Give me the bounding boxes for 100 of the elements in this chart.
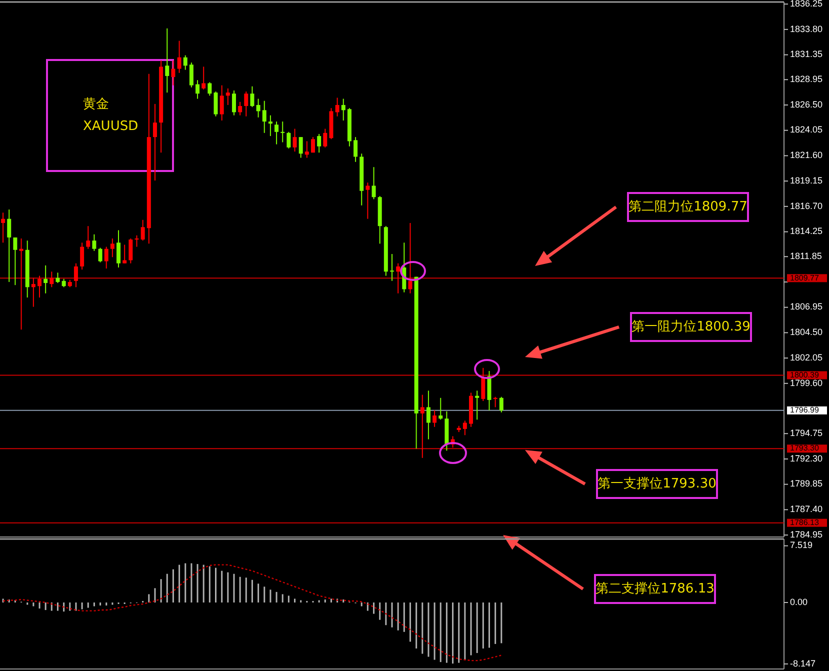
- annotation: 第一阻力位1800.39: [632, 320, 750, 335]
- candlestick: [214, 91, 218, 117]
- candlestick: [1, 212, 6, 244]
- ref-line-label: 1796.99: [790, 406, 820, 415]
- ref-line-label: 1786.13: [790, 518, 820, 527]
- y-tick-label: 1802.05: [790, 352, 823, 362]
- candlestick: [323, 128, 328, 148]
- y-tick-label: 1826.50: [790, 99, 823, 110]
- candlestick: [262, 100, 266, 134]
- y-tick-label: 1811.85: [790, 250, 822, 261]
- candlestick: [462, 420, 467, 436]
- candlestick: [177, 40, 182, 74]
- candlestick: [110, 238, 114, 258]
- annotation: 黄金: [83, 97, 109, 112]
- candlestick: [104, 246, 108, 270]
- candlestick: [286, 131, 291, 149]
- y-tick-label: 1789.85: [790, 478, 823, 489]
- candlestick: [475, 390, 480, 420]
- candlestick: [274, 121, 279, 145]
- candlestick: [335, 97, 340, 117]
- candlestick: [244, 91, 248, 117]
- candlestick: [171, 60, 176, 86]
- candlestick: [31, 277, 36, 308]
- y-tick-label: 1799.60: [790, 378, 823, 388]
- candlestick: [317, 133, 322, 154]
- y-tick-label: 1804.50: [790, 327, 823, 338]
- candlestick: [280, 121, 285, 143]
- candlestick: [13, 236, 18, 286]
- y-tick-label: 1787.40: [790, 504, 823, 514]
- y-tick-label: 1833.80: [790, 24, 823, 34]
- candlestick: [80, 242, 84, 270]
- y-tick-label: 1821.60: [790, 150, 823, 160]
- candlestick: [408, 222, 412, 294]
- y-tick-label: 1836.25: [790, 0, 823, 8]
- candlestick: [250, 86, 254, 108]
- candlestick: [238, 101, 242, 116]
- candlestick: [7, 209, 12, 282]
- candlestick: [38, 275, 42, 298]
- candlestick: [304, 140, 309, 158]
- y-tick-label: 0.00: [790, 596, 808, 607]
- annotation: XAUUSD: [83, 119, 138, 134]
- candlestick: [426, 390, 430, 440]
- annotation: 第一支撑位1793.30: [598, 476, 716, 492]
- candlestick: [268, 114, 272, 137]
- candlestick: [487, 370, 492, 411]
- candlestick: [183, 54, 188, 70]
- candlestick: [44, 264, 48, 294]
- candlestick: [202, 66, 206, 90]
- candlestick: [152, 103, 157, 182]
- y-tick-label: 1806.95: [790, 302, 823, 312]
- candlestick: [226, 88, 230, 106]
- y-tick-label: 1828.95: [790, 74, 823, 84]
- candlestick: [116, 230, 121, 268]
- candlestick: [86, 226, 90, 250]
- candlestick: [122, 244, 127, 264]
- candlestick: [232, 90, 236, 116]
- candlestick: [396, 262, 400, 294]
- y-tick-label: 1814.25: [790, 226, 823, 236]
- annotation: 第二支撑位1786.13: [596, 582, 714, 597]
- annotation: 第二阻力位1809.77: [628, 200, 748, 215]
- candlestick: [298, 136, 303, 158]
- candlestick: [189, 62, 194, 88]
- candlestick: [140, 219, 145, 242]
- candlestick: [493, 396, 498, 408]
- candlestick: [98, 247, 102, 263]
- candlestick: [390, 254, 394, 282]
- candlestick: [256, 98, 260, 118]
- candlestick: [196, 80, 200, 100]
- ref-line-label: 1793.30: [790, 444, 820, 453]
- candlestick: [341, 98, 346, 122]
- candlestick: [56, 272, 60, 284]
- candlestick: [128, 238, 133, 264]
- y-tick-label: 1824.05: [790, 124, 823, 135]
- candlestick: [372, 166, 376, 200]
- ref-line-label: 1800.39: [790, 370, 820, 380]
- candlestick: [50, 271, 54, 288]
- candlestick: [208, 82, 212, 96]
- candlestick: [420, 394, 424, 458]
- y-tick-label: 1792.30: [790, 453, 823, 464]
- candlestick: [432, 410, 437, 428]
- candlestick: [499, 396, 504, 413]
- candlestick: [354, 136, 358, 162]
- candlestick: [74, 262, 78, 288]
- ref-line-label: 1809.77: [790, 273, 820, 282]
- candlestick: [92, 234, 96, 252]
- candlestick: [134, 234, 139, 248]
- y-tick-label: 7.519: [790, 540, 813, 550]
- y-tick-label: 1816.70: [790, 200, 823, 211]
- y-tick-label: 1784.95: [790, 529, 823, 540]
- candlestick: [438, 397, 443, 420]
- candlestick: [292, 128, 297, 152]
- candlestick: [165, 28, 170, 94]
- y-tick-label: 1819.15: [790, 175, 823, 186]
- candlestick: [481, 367, 486, 402]
- candlestick: [310, 136, 315, 154]
- candlestick: [19, 238, 24, 330]
- candlestick: [220, 84, 224, 122]
- line-series: [2, 564, 502, 662]
- y-tick-label: 1831.35: [790, 49, 823, 60]
- y-tick-label: -8.147: [790, 658, 816, 668]
